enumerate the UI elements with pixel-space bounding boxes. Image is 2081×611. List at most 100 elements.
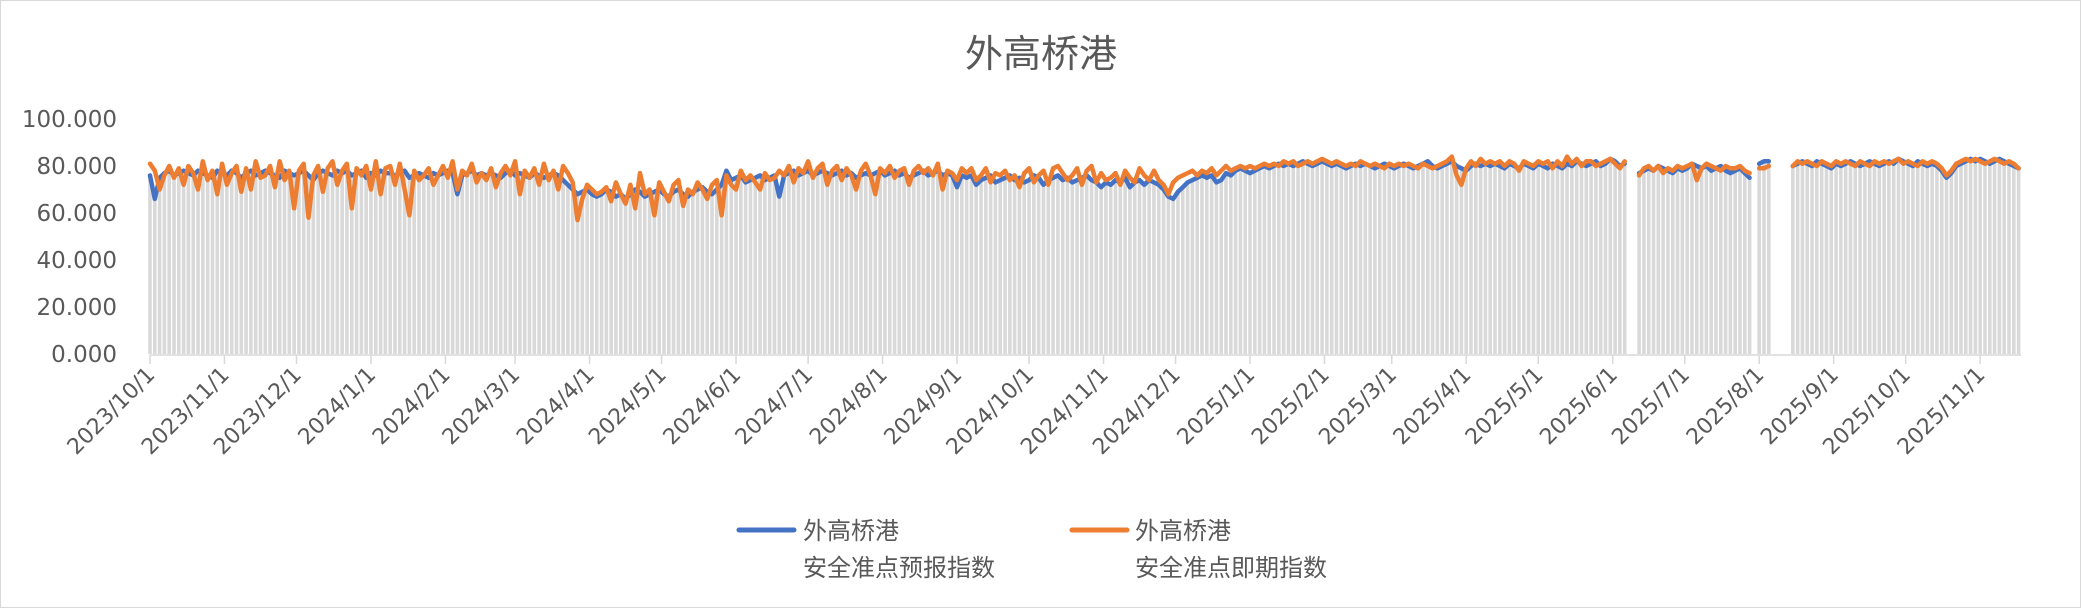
background-bar: [1075, 180, 1079, 354]
legend-item-instant[interactable]: 外高桥港 安全准点即期指数: [1069, 517, 1327, 582]
background-bar: [196, 170, 200, 354]
background-bar: [1642, 170, 1646, 354]
background-bar: [1637, 173, 1641, 354]
background-bar: [979, 180, 983, 354]
background-bar: [1718, 166, 1723, 354]
background-bar: [734, 177, 738, 354]
background-bar: [1440, 166, 1444, 354]
background-bar: [1315, 163, 1320, 354]
background-bar: [1560, 168, 1565, 354]
background-bar: [234, 173, 239, 354]
background-bar: [1959, 163, 1963, 354]
background-bar: [705, 191, 710, 354]
background-bar: [474, 175, 479, 354]
background-bar: [1944, 177, 1949, 354]
background-bar: [249, 170, 253, 354]
background-bar: [700, 187, 705, 354]
background-bar: [556, 175, 561, 354]
background-bar: [1930, 163, 1934, 354]
background-bar: [561, 180, 565, 354]
background-bar: [1853, 163, 1858, 354]
background-bar: [1373, 168, 1377, 354]
background-bar: [916, 173, 921, 354]
background-bar: [1911, 166, 1915, 354]
background-bar: [1200, 175, 1204, 354]
background-bar: [1320, 161, 1324, 354]
background-bar: [1622, 163, 1627, 354]
background-bar: [1954, 166, 1958, 354]
background-bar: [686, 196, 690, 354]
background-bar: [1305, 163, 1310, 354]
background-bar: [839, 170, 844, 354]
legend: 外高桥港 安全准点预报指数 外高桥港 安全准点即期指数: [736, 517, 1327, 582]
background-bar: [873, 173, 878, 354]
background-bar: [1488, 166, 1493, 354]
background-bar: [1608, 158, 1613, 354]
background-bar: [657, 189, 661, 354]
background-bar: [229, 170, 234, 354]
background-bar: [546, 175, 551, 354]
background-bar: [830, 175, 834, 354]
background-bar: [1531, 168, 1536, 354]
background-bar: [1291, 166, 1296, 354]
background-bar: [1051, 177, 1055, 354]
background-bar: [1767, 161, 1771, 354]
background-bar: [426, 177, 431, 354]
background-bar: [1099, 187, 1103, 354]
background-bar: [1118, 182, 1123, 354]
background-bar: [777, 196, 782, 354]
background-bar: [1738, 168, 1742, 354]
legend-item-forecast[interactable]: 外高桥港 安全准点预报指数: [736, 517, 995, 582]
background-bar: [758, 175, 762, 354]
background-bar: [446, 170, 450, 354]
background-bar: [1733, 170, 1737, 354]
background-bar: [1541, 166, 1545, 354]
background-bar: [402, 170, 407, 354]
background-bar: [614, 196, 618, 354]
background-bar: [1473, 163, 1478, 354]
background-bar: [681, 194, 686, 354]
background-bar: [1939, 170, 1944, 354]
background-bar: [1526, 166, 1531, 354]
background-bar: [1416, 166, 1420, 354]
background-bar: [253, 175, 258, 354]
background-bar: [1161, 189, 1166, 354]
background-bar: [859, 175, 863, 354]
background-bar: [1522, 163, 1526, 354]
background-bar: [1882, 163, 1886, 354]
x-tick-label: 2025/5/1: [1461, 363, 1549, 451]
background-bar: [1795, 163, 1800, 354]
background-bar: [1949, 173, 1954, 354]
background-bar: [931, 173, 935, 354]
background-bar: [1742, 173, 1747, 354]
background-bar: [503, 173, 508, 354]
background-bar: [287, 173, 292, 354]
background-bar: [167, 170, 172, 354]
background-bar: [642, 196, 647, 354]
background-bar: [1368, 166, 1372, 354]
background-bar: [1493, 163, 1497, 354]
background-bar: [1195, 177, 1199, 354]
background-bar: [960, 175, 964, 354]
background-bar: [710, 194, 714, 354]
background-bar: [373, 175, 378, 354]
background-bar: [1253, 170, 1257, 354]
series-line-instant: [147, 154, 2021, 223]
x-tick-label: 2025/4/1: [1389, 363, 1477, 451]
background-bar: [542, 177, 546, 354]
background-bar: [1834, 163, 1838, 354]
y-tick-label: 80.000: [37, 154, 117, 180]
background-bar: [1243, 170, 1248, 354]
background-bar: [1036, 177, 1041, 354]
background-bar: [153, 198, 157, 354]
background-bar: [691, 191, 695, 354]
background-bar: [388, 173, 392, 354]
background-bar: [1694, 166, 1699, 354]
background-bar: [1056, 175, 1060, 354]
background-bar: [1987, 163, 1992, 354]
background-bar: [407, 177, 412, 354]
background-bar: [1675, 168, 1680, 354]
background-bar: [902, 173, 906, 354]
background-bar: [1887, 161, 1891, 354]
background-bar: [1204, 177, 1209, 354]
